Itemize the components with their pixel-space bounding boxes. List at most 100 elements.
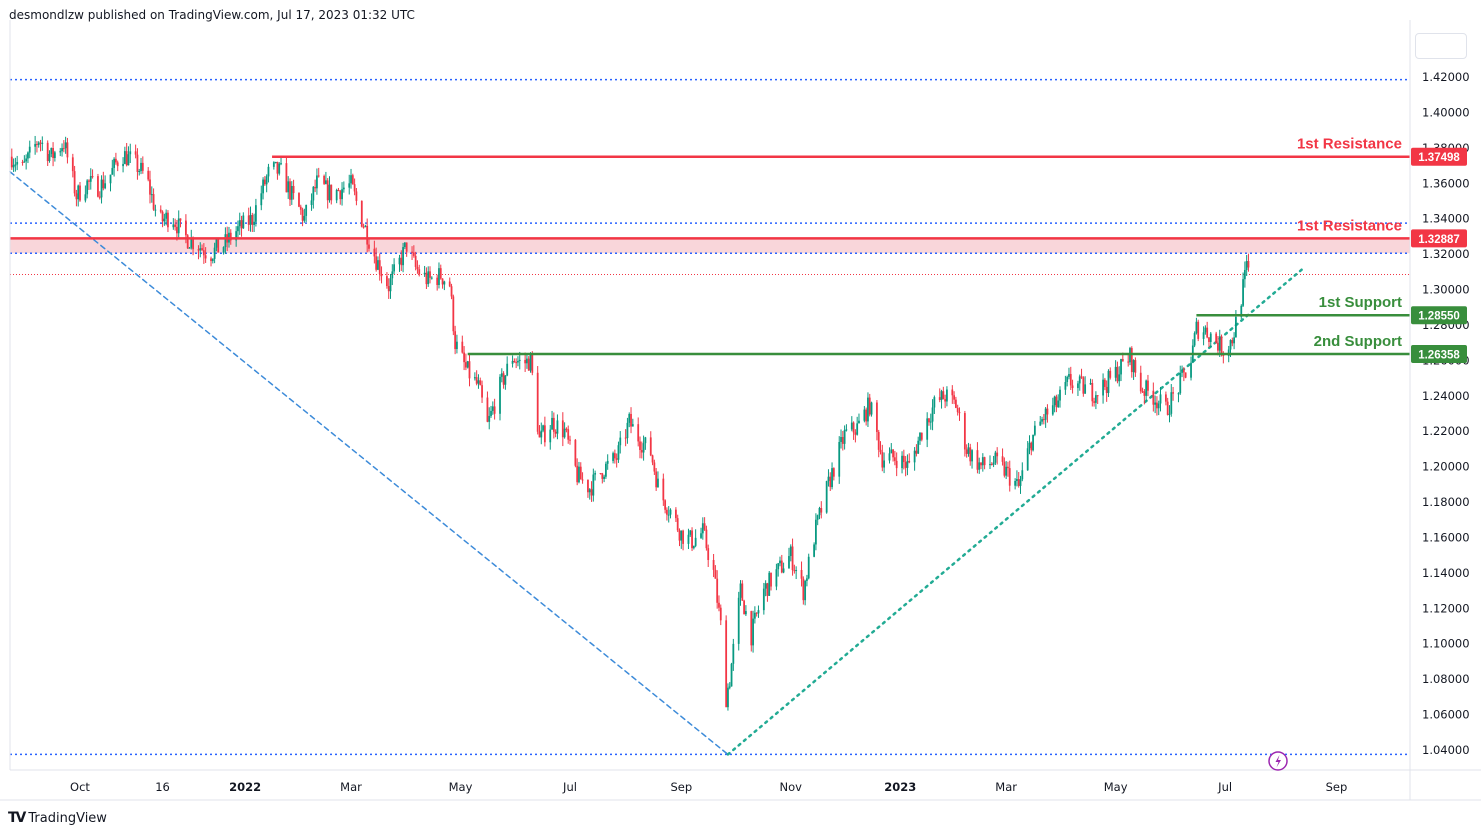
candle-body bbox=[865, 409, 868, 422]
candle-body bbox=[615, 458, 618, 460]
candle-body bbox=[201, 248, 203, 251]
candle-body bbox=[152, 194, 155, 210]
candle-body bbox=[1059, 389, 1061, 401]
candle-body bbox=[147, 170, 150, 180]
candle-body bbox=[1170, 392, 1173, 414]
candle-body bbox=[587, 479, 589, 493]
candle-body bbox=[728, 686, 731, 688]
level-label-1: 1st Resistance bbox=[1297, 217, 1402, 234]
candle-body bbox=[990, 464, 993, 466]
candle-body bbox=[940, 391, 943, 400]
candle-body bbox=[1093, 401, 1096, 403]
candle-body bbox=[1032, 434, 1034, 451]
x-tick-label: Sep bbox=[670, 780, 692, 794]
candle-body bbox=[741, 583, 744, 601]
candle-body bbox=[351, 175, 354, 185]
candle-body bbox=[177, 218, 180, 234]
candle-body bbox=[1202, 332, 1205, 339]
candle-body bbox=[1001, 456, 1004, 462]
candle-body bbox=[493, 406, 496, 414]
candle-body bbox=[662, 478, 665, 501]
candle-body bbox=[59, 151, 62, 153]
candle-body bbox=[1177, 393, 1180, 395]
candle-body bbox=[473, 377, 476, 379]
candle-body bbox=[454, 331, 457, 350]
candle-body bbox=[301, 209, 304, 221]
candle-body bbox=[1204, 327, 1207, 333]
candle-body bbox=[1154, 402, 1157, 405]
candle-body bbox=[890, 449, 893, 454]
candle-body bbox=[642, 443, 645, 453]
level-label-2: 1st Support bbox=[1319, 294, 1402, 311]
candle-body bbox=[373, 248, 376, 257]
candle-body bbox=[127, 154, 130, 166]
candle-body bbox=[753, 612, 756, 619]
candle-body bbox=[816, 515, 819, 520]
chart-settings-box[interactable] bbox=[1415, 33, 1467, 59]
candle-body bbox=[676, 518, 679, 531]
downtrend-trendline bbox=[9, 171, 729, 756]
candle-body bbox=[744, 611, 747, 615]
candle-body bbox=[888, 453, 891, 461]
candle-body bbox=[674, 509, 677, 519]
footer-brand[interactable]: TV TradingView bbox=[8, 810, 107, 826]
candle-body bbox=[1016, 479, 1018, 482]
candle-body bbox=[192, 238, 194, 250]
candle-body bbox=[617, 445, 620, 460]
candle-body bbox=[1102, 379, 1104, 396]
candle-body bbox=[1068, 374, 1070, 377]
candle-body bbox=[1179, 372, 1182, 394]
candle-body bbox=[116, 162, 119, 167]
candle-body bbox=[167, 212, 169, 228]
candle-body bbox=[190, 238, 193, 248]
candle-body bbox=[1172, 392, 1174, 394]
candle-body bbox=[235, 231, 238, 241]
candle-body bbox=[328, 184, 331, 201]
price-badges: 1.37498 1.32887 1.28550 1.26358 bbox=[1411, 147, 1467, 364]
candle-body bbox=[657, 478, 659, 488]
candle-body bbox=[946, 389, 948, 402]
x-tick-label: 2022 bbox=[229, 780, 261, 794]
candle-body bbox=[89, 176, 92, 182]
candle-body bbox=[330, 184, 333, 201]
candle-body bbox=[563, 428, 566, 438]
candle-body bbox=[942, 391, 945, 400]
candle-body bbox=[172, 224, 175, 228]
candle-body bbox=[21, 161, 24, 163]
candle-body bbox=[1208, 337, 1210, 342]
candle-body bbox=[691, 530, 693, 549]
candle-body bbox=[109, 174, 112, 184]
candle-body bbox=[554, 431, 557, 434]
candle-body bbox=[540, 430, 543, 438]
candle-body bbox=[163, 218, 166, 222]
candle-body bbox=[1105, 386, 1108, 394]
candle-body bbox=[1120, 359, 1122, 375]
candle-body bbox=[129, 151, 132, 155]
resistance-zone-band bbox=[10, 238, 1410, 254]
candle-body bbox=[1139, 372, 1142, 392]
candle-body bbox=[727, 687, 729, 708]
candle-body bbox=[391, 271, 394, 279]
candle-body bbox=[77, 185, 80, 200]
candle-body bbox=[543, 425, 546, 443]
candle-body bbox=[863, 409, 866, 421]
x-tick-label: Mar bbox=[340, 780, 362, 794]
candle-body bbox=[165, 212, 168, 219]
candle-body bbox=[901, 455, 903, 469]
candle-body bbox=[502, 373, 505, 385]
candle-body bbox=[398, 257, 401, 265]
y-tick-label: 1.22000 bbox=[1422, 424, 1470, 438]
candle-body bbox=[464, 362, 467, 368]
candle-body bbox=[1217, 342, 1219, 351]
candle-body bbox=[366, 225, 369, 245]
uptrend-trendline bbox=[726, 267, 1304, 756]
candle-body bbox=[561, 420, 564, 438]
candle-body bbox=[448, 281, 451, 287]
candle-body bbox=[639, 441, 641, 450]
candle-body bbox=[549, 429, 552, 443]
candle-body bbox=[757, 610, 760, 614]
candle-body bbox=[1182, 369, 1185, 373]
time-axis: Oct 16 2022 Mar May Jul Sep Nov 2023 Mar May Jul Sep bbox=[70, 780, 1347, 794]
candle-body bbox=[1091, 383, 1094, 402]
